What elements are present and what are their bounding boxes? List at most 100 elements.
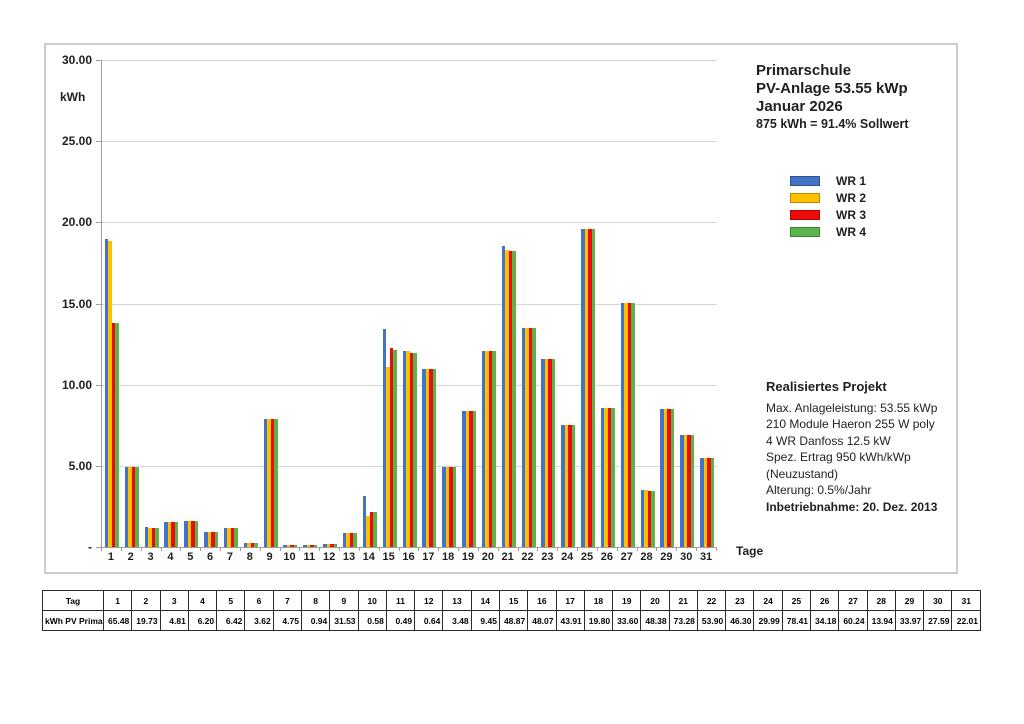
table-cell-value: 19.73 (131, 610, 161, 631)
x-axis-tick-label: 15 (382, 551, 395, 563)
bar-wr4-day-20 (492, 350, 496, 547)
bar-wr3-day-7 (230, 527, 235, 547)
bar-wr4-day-16 (413, 353, 417, 547)
x-axis-tick (358, 547, 360, 551)
plot-area (101, 60, 717, 548)
x-axis-tick (398, 547, 400, 551)
x-axis-tick-label: 21 (501, 551, 514, 563)
legend-label: WR 3 (836, 207, 866, 222)
bar-wr2-day-13 (346, 532, 350, 547)
bar-wr1-day-12 (323, 544, 327, 547)
bar-wr3-day-17 (429, 368, 433, 547)
table-cell-day: 11 (385, 590, 416, 611)
bar-wr2-day-21 (505, 250, 509, 547)
x-axis-tick (239, 547, 241, 551)
bar-wr4-day-8 (254, 543, 258, 547)
bar-wr1-day-25 (581, 228, 585, 547)
table-cell-day: 16 (527, 590, 557, 611)
bar-wr3-day-21 (508, 250, 513, 547)
chart-title-line-2: PV-Anlage 53.55 kWp (756, 80, 908, 97)
bar-wr2-day-24 (564, 425, 569, 547)
bar-wr2-day-15 (386, 366, 390, 547)
chart-container: kWh Tage Primarschule PV-Anlage 53.55 kW… (44, 43, 958, 574)
bar-wr1-day-5 (184, 520, 188, 547)
legend-label: WR 1 (836, 173, 866, 188)
table-cell-day: 4 (187, 590, 218, 611)
table-cell-day: 1 (102, 590, 133, 611)
table-cell-value: 19.80 (583, 610, 614, 631)
table-cell-day: 30 (923, 590, 953, 611)
table-cell-value: 27.59 (923, 610, 953, 631)
table-cell-day: 12 (414, 590, 444, 611)
x-axis-tick (180, 547, 182, 551)
table-cell-value: 0.94 (300, 610, 331, 631)
daily-values-table: Tag 1 2 3 4 5 6 7 8 9 10 11 12 13 14 15 16 17 18 19 20 21 22 2… (42, 590, 981, 631)
project-info-line: 210 Module Haeron 255 W poly (766, 417, 935, 431)
bar-wr1-day-14 (362, 495, 367, 547)
x-axis-tick-label: 1 (107, 551, 114, 563)
y-axis-tick-label: 25.00 (61, 134, 92, 149)
legend-item: WR 1 (790, 172, 866, 189)
gridline (102, 222, 717, 224)
table-cell-day: 24 (753, 590, 783, 611)
x-axis-title: Tage (736, 544, 764, 558)
x-axis-tick (557, 547, 559, 551)
table-cell-value: 33.60 (612, 610, 642, 631)
chart-title-line-3: Januar 2026 (756, 98, 843, 115)
x-axis-tick (458, 547, 460, 551)
bar-wr1-day-7 (223, 527, 228, 547)
bar-wr4-day-31 (710, 457, 715, 547)
bar-wr1-day-28 (640, 490, 645, 547)
x-axis-tick-label: 4 (167, 551, 174, 563)
bar-wr3-day-24 (568, 425, 572, 547)
bar-wr2-day-22 (525, 328, 529, 547)
table-row-label: kWh PV Primar (42, 610, 104, 631)
bar-wr2-day-18 (445, 466, 450, 547)
x-axis-tick-label: 22 (521, 551, 534, 563)
bar-wr4-day-14 (373, 511, 377, 547)
bar-wr1-day-10 (283, 544, 287, 547)
x-axis-tick-label: 26 (600, 551, 613, 563)
x-axis-tick-label: 28 (640, 551, 653, 563)
project-info-block: Realisiertes Projekt Max. Anlageleistung… (766, 379, 938, 515)
bar-wr3-day-25 (588, 228, 592, 547)
table-cell-value: 6.42 (216, 610, 246, 631)
bar-wr2-day-27 (624, 302, 628, 547)
table-cell-day: 9 (329, 590, 359, 611)
project-info-line: (Neuzustand) (766, 466, 839, 481)
project-info-line: Spez. Ertrag 950 kWh/kWp (766, 450, 911, 464)
project-info-heading: Realisiertes Projekt (766, 379, 887, 394)
table-cell-day: 5 (216, 590, 246, 611)
legend-item: WR 2 (790, 189, 866, 206)
bar-wr3-day-20 (488, 350, 493, 547)
bar-wr4-day-28 (651, 490, 655, 547)
legend: WR 1 WR 2 WR 3 WR 4 (790, 172, 866, 240)
project-commissioning: Inbetriebnahme: 20. Dez. 2013 (766, 499, 938, 514)
bar-wr2-day-26 (604, 408, 608, 547)
table-cell-value: 34.18 (810, 610, 840, 631)
y-axis-tick-label: - (88, 540, 92, 554)
bar-wr2-day-31 (703, 457, 708, 547)
bar-wr3-day-23 (548, 359, 552, 547)
table-cell-value: 22.01 (951, 610, 981, 631)
bar-wr3-day-9 (270, 419, 275, 547)
bar-wr1-day-3 (144, 527, 149, 547)
table-cell-day: 10 (357, 590, 387, 611)
bar-wr3-day-14 (369, 511, 374, 547)
x-axis-tick (636, 547, 638, 551)
table-cell-value: 4.81 (159, 610, 189, 631)
bar-wr3-day-13 (349, 532, 354, 547)
y-axis-tick-label: 15.00 (61, 296, 92, 311)
x-axis-tick (120, 547, 122, 551)
bar-wr4-day-6 (214, 532, 219, 547)
table-cell-day: 26 (810, 590, 840, 611)
x-axis-tick (101, 547, 102, 551)
bar-wr1-day-29 (660, 409, 664, 547)
x-axis-tick-label: 5 (187, 551, 194, 563)
x-axis-tick-label: 18 (442, 551, 455, 563)
bar-wr1-day-19 (462, 410, 466, 547)
bar-wr4-day-11 (313, 545, 318, 547)
y-axis-title: kWh (60, 90, 86, 104)
x-axis-tick (577, 547, 579, 551)
table-cell-value: 48.87 (498, 610, 529, 631)
